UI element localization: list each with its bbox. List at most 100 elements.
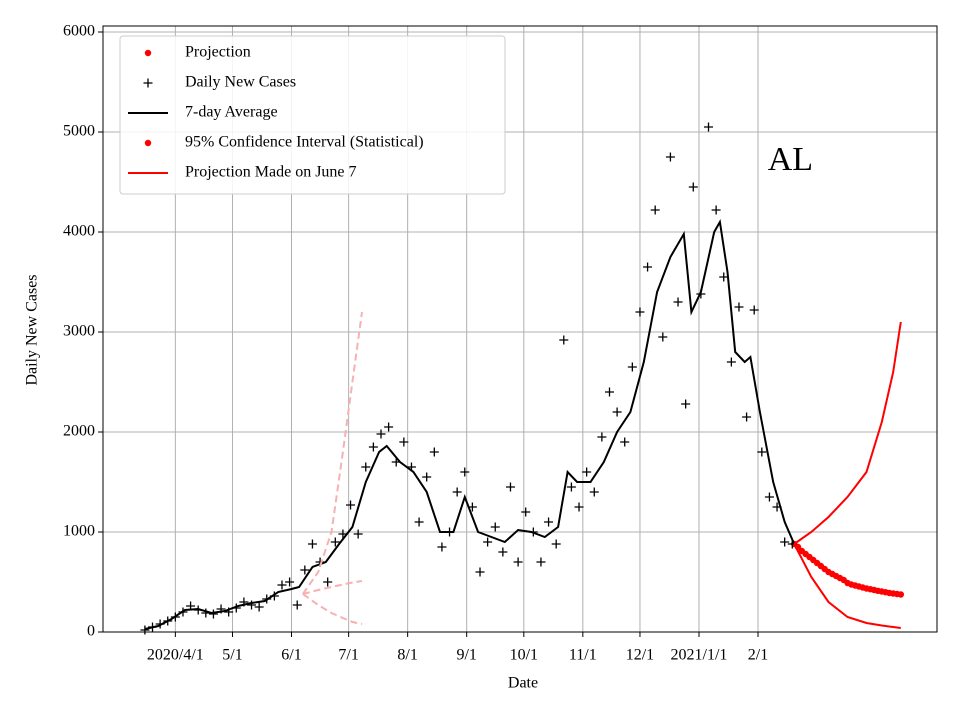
data-point: [437, 542, 447, 552]
data-point: [627, 362, 637, 372]
y-tick-label: 2000: [63, 423, 95, 440]
legend-label: 95% Confidence Interval (Statistical): [185, 134, 424, 151]
data-point: [688, 182, 698, 192]
y-tick-label: 5000: [63, 123, 95, 140]
y-axis-label: Daily New Cases: [24, 274, 41, 385]
data-point: [704, 122, 714, 132]
x-tick-label: 2020/4/1: [147, 647, 204, 664]
data-point: [254, 602, 264, 612]
data-point: [681, 399, 691, 409]
legend-symbol: [144, 139, 152, 147]
data-point: [757, 447, 767, 457]
data-point: [292, 600, 302, 610]
data-point: [559, 335, 569, 345]
data-point: [742, 412, 752, 422]
data-point: [208, 609, 218, 619]
data-point: [414, 517, 424, 527]
line-lower: [302, 593, 363, 625]
legend-label: Projection: [185, 44, 251, 61]
line-values: [144, 219, 796, 630]
data-point: [399, 437, 409, 447]
data-point: [384, 422, 394, 432]
x-tick-label: 9/1: [456, 647, 476, 664]
x-tick-label: 10/1: [510, 647, 538, 664]
data-point: [368, 442, 378, 452]
x-tick-label: 12/1: [626, 647, 654, 664]
data-point: [513, 557, 523, 567]
y-tick-label: 6000: [63, 23, 95, 40]
data-point: [300, 565, 310, 575]
y-tick-label: 0: [87, 623, 95, 640]
data-point: [475, 567, 485, 577]
data-point: [460, 467, 470, 477]
data-point: [620, 437, 630, 447]
data-point: [483, 537, 493, 547]
x-axis-label: Date: [508, 675, 538, 692]
y-tick-label: 1000: [63, 523, 95, 540]
legend-label: Projection Made on June 7: [185, 164, 357, 181]
data-point: [650, 205, 660, 215]
x-tick-label: 7/1: [338, 647, 358, 664]
legend-symbol: [143, 78, 153, 88]
line-lower: [793, 543, 901, 629]
data-point: [544, 517, 554, 527]
legend-symbol: [144, 49, 152, 57]
data-point: [505, 482, 515, 492]
data-point: [665, 152, 675, 162]
data-point: [376, 429, 386, 439]
data-point: [140, 625, 150, 635]
data-point: [597, 432, 607, 442]
data-point: [719, 272, 729, 282]
data-point: [498, 547, 508, 557]
data-point: [346, 500, 356, 510]
plot-frame: [102, 25, 938, 633]
data-point: [658, 332, 668, 342]
data-point: [897, 591, 905, 598]
x-tick-label: 6/1: [281, 647, 301, 664]
data-point: [422, 472, 432, 482]
data-point: [643, 262, 653, 272]
x-tick-label: 8/1: [397, 647, 417, 664]
marks: [140, 122, 905, 635]
data-point: [429, 447, 439, 457]
y-tick-label: 4000: [63, 223, 95, 240]
data-point: [635, 307, 645, 317]
data-point: [536, 557, 546, 567]
x-tick-label: 11/1: [569, 647, 597, 664]
data-point: [551, 539, 561, 549]
data-point: [604, 387, 614, 397]
legend: Projection Daily New Cases 7-day Average 95…: [119, 35, 506, 195]
line-upper: [793, 321, 902, 545]
data-point: [566, 482, 576, 492]
data-point: [780, 537, 790, 547]
line-upper: [302, 311, 363, 595]
data-point: [574, 502, 584, 512]
data-point: [711, 205, 721, 215]
data-point: [277, 580, 287, 590]
data-point: [734, 302, 744, 312]
data-point: [582, 467, 592, 477]
data-point: [521, 507, 531, 517]
annotation: AL: [768, 141, 813, 178]
data-point: [285, 577, 295, 587]
data-point: [490, 522, 500, 532]
data-point: [323, 577, 333, 587]
data-point: [764, 492, 774, 502]
data-point: [353, 529, 363, 539]
data-point: [673, 297, 683, 307]
data-point: [307, 539, 317, 549]
data-point: [726, 357, 736, 367]
legend-box: [119, 35, 506, 195]
x-tick-label: 2021/1/1: [671, 647, 728, 664]
legend-label: 7-day Average: [185, 104, 278, 121]
line-values: [302, 580, 363, 595]
data-point: [612, 407, 622, 417]
x-tick-label: 5/1: [222, 647, 242, 664]
y-tick-label: 3000: [63, 323, 95, 340]
data-point: [589, 487, 599, 497]
legend-label: Daily New Cases: [185, 74, 296, 91]
data-point: [749, 305, 759, 315]
data-point: [361, 462, 371, 472]
data-point: [330, 537, 340, 547]
